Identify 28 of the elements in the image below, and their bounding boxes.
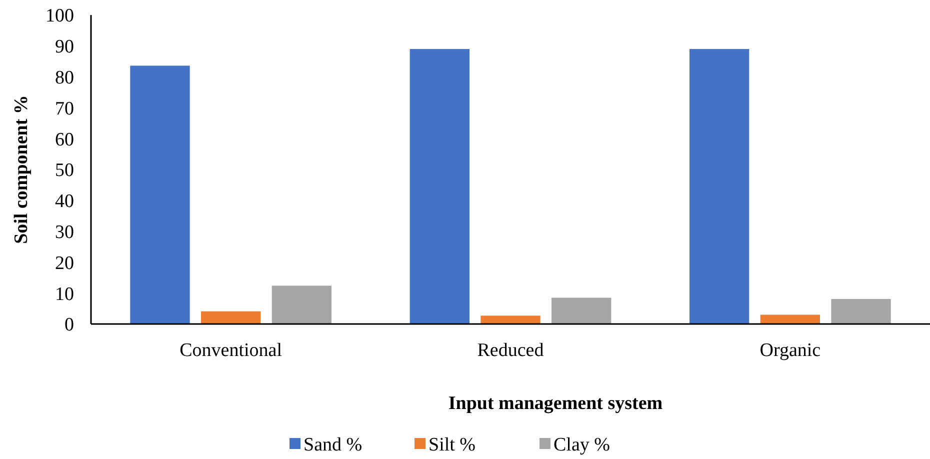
bar (689, 48, 750, 324)
bar (760, 314, 820, 324)
y-tick-label: 60 (55, 129, 74, 150)
x-tick-label: Conventional (180, 340, 282, 361)
bar (480, 316, 540, 324)
bar (272, 286, 332, 324)
y-tick-label: 0 (64, 314, 74, 336)
y-tick-label: 90 (55, 36, 74, 58)
legend-label: Silt % (428, 434, 476, 456)
legend-label: Sand % (304, 434, 362, 456)
bar (201, 311, 261, 324)
y-tick-label: 50 (55, 160, 74, 182)
y-tick-label: 70 (55, 98, 74, 120)
legend-label: Clay % (554, 434, 610, 456)
y-tick-label: 30 (55, 222, 74, 243)
x-axis-title: Input management system (448, 393, 663, 414)
x-tick-label: Reduced (477, 340, 544, 361)
x-tick-label: Organic (760, 340, 821, 361)
y-tick-label: 100 (46, 6, 74, 27)
bar (130, 66, 190, 324)
bar (410, 48, 470, 324)
y-tick-label: 40 (55, 191, 74, 212)
bar (552, 298, 612, 324)
y-axis-title: Soil component % (11, 95, 32, 244)
y-tick-label: 20 (55, 252, 74, 274)
y-tick-label: 80 (55, 67, 74, 88)
bar (831, 298, 891, 324)
y-tick-label: 10 (55, 284, 74, 305)
